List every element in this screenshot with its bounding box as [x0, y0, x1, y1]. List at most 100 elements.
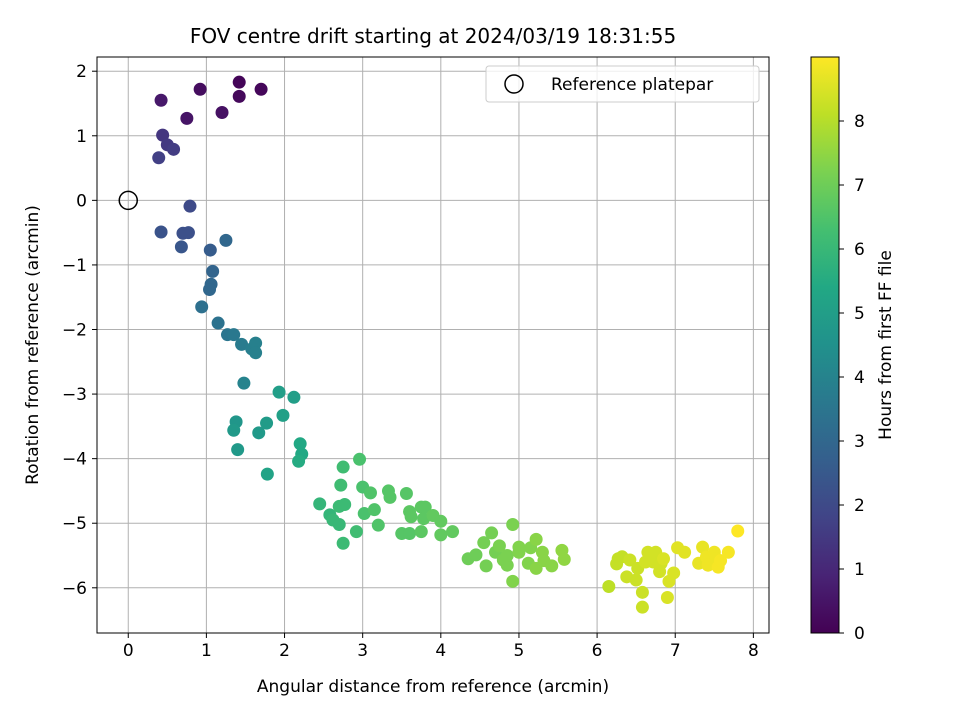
colorbar: 0 1 2 3 4 5 6 7 8 Hours from first FF file — [810, 56, 896, 644]
y-tick-label: 2 — [76, 62, 87, 82]
data-point — [336, 460, 350, 474]
data-point — [371, 518, 385, 532]
y-tick-label: −3 — [62, 385, 87, 405]
data-point — [678, 545, 692, 559]
data-point — [479, 559, 493, 573]
x-tick-label: 6 — [592, 641, 603, 661]
data-point — [272, 385, 286, 399]
data-point — [721, 545, 735, 559]
data-point — [357, 507, 371, 521]
data-point — [602, 580, 616, 594]
data-point — [383, 490, 397, 504]
data-point — [276, 408, 290, 422]
y-tick-label: −1 — [62, 256, 87, 276]
data-point — [260, 416, 274, 430]
data-point — [418, 500, 432, 514]
legend-box — [485, 65, 760, 103]
data-point — [215, 106, 229, 120]
data-point — [336, 536, 350, 550]
data-point — [446, 525, 460, 539]
data-point — [252, 426, 266, 440]
data-point — [500, 549, 514, 563]
x-tick-label: 0 — [123, 641, 134, 661]
data-point — [434, 528, 448, 542]
data-points — [152, 75, 745, 614]
legend-marker — [504, 74, 524, 94]
data-point — [403, 527, 417, 541]
data-point — [399, 487, 413, 501]
data-point — [363, 486, 377, 500]
colorbar-label: Hours from first FF file — [876, 250, 896, 440]
colorbar-gradient — [810, 56, 840, 634]
data-point — [353, 452, 367, 466]
x-tick-label: 4 — [435, 641, 446, 661]
data-point — [235, 337, 249, 351]
y-tick-label: −4 — [62, 450, 87, 470]
colorbar-tick-label: 2 — [854, 496, 865, 516]
data-point — [293, 437, 307, 451]
x-tick-label: 2 — [279, 641, 290, 661]
x-tick-label: 3 — [357, 641, 368, 661]
data-point — [434, 514, 448, 528]
data-point — [367, 503, 381, 517]
colorbar-tick-label: 7 — [854, 176, 865, 196]
data-point — [660, 590, 674, 604]
data-point — [260, 467, 274, 481]
y-tick-label: 1 — [76, 127, 87, 147]
data-point — [492, 539, 506, 553]
y-axis-label: Rotation from reference (arcmin) — [23, 205, 43, 485]
data-point — [313, 497, 327, 511]
colorbar-tick-label: 3 — [854, 432, 865, 452]
data-point — [232, 75, 246, 89]
data-point — [635, 585, 649, 599]
data-point — [227, 423, 241, 437]
data-point — [635, 600, 649, 614]
data-point — [334, 478, 348, 492]
y-tick-label: −2 — [62, 321, 87, 341]
data-point — [249, 336, 263, 350]
data-point — [629, 573, 643, 587]
data-point — [237, 376, 251, 390]
y-tick-label: −5 — [62, 514, 87, 534]
data-point — [557, 552, 571, 566]
x-axis-ticks: 0 1 2 3 4 5 6 7 8 — [123, 633, 759, 661]
data-point — [404, 510, 418, 524]
data-point — [657, 552, 671, 566]
data-point — [469, 548, 483, 562]
data-point — [181, 226, 195, 240]
data-point — [338, 497, 352, 511]
data-point — [623, 553, 637, 567]
data-point — [667, 566, 681, 580]
colorbar-tick-label: 5 — [854, 304, 865, 324]
data-point — [193, 82, 207, 96]
data-point — [485, 526, 499, 540]
data-point — [500, 558, 514, 572]
data-point — [174, 240, 188, 254]
data-point — [203, 282, 217, 296]
data-point — [529, 532, 543, 546]
data-point — [154, 93, 168, 107]
data-point — [152, 151, 166, 165]
data-point — [254, 82, 268, 96]
data-point — [414, 525, 428, 539]
data-point — [203, 243, 217, 257]
x-tick-label: 8 — [748, 641, 759, 661]
reference-marker — [118, 190, 139, 211]
data-point — [156, 128, 170, 142]
data-point — [506, 518, 520, 532]
legend-label: Reference platepar — [551, 75, 713, 95]
data-point — [292, 454, 306, 468]
grid-lines — [97, 57, 769, 633]
data-point — [477, 536, 491, 550]
x-axis-label: Angular distance from reference (arcmin) — [257, 677, 609, 697]
data-point — [332, 518, 346, 532]
data-point — [219, 233, 233, 247]
plot-frame — [96, 56, 770, 634]
x-tick-label: 7 — [670, 641, 681, 661]
data-point — [227, 328, 241, 342]
data-point — [183, 199, 197, 213]
y-tick-label: −6 — [62, 579, 87, 599]
x-tick-label: 1 — [201, 641, 212, 661]
colorbar-tick-label: 4 — [854, 368, 865, 388]
data-point — [714, 554, 728, 568]
